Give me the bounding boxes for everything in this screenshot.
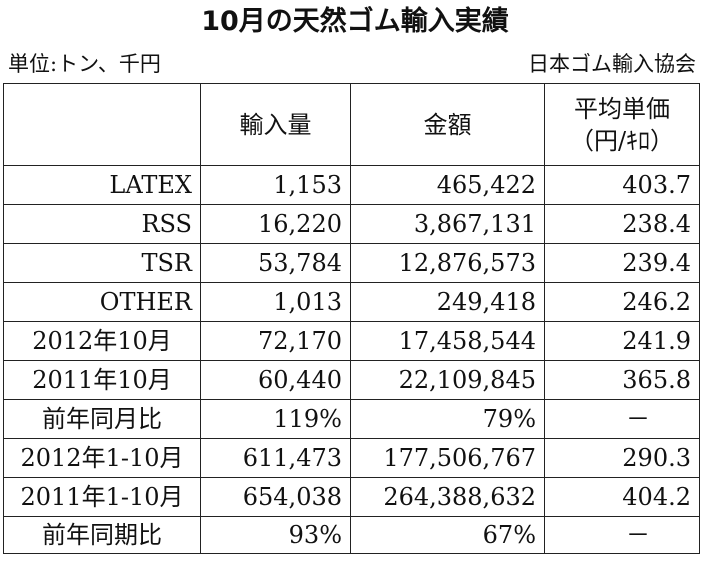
header-price-line1: 平均単価 — [574, 94, 670, 123]
amount-cell: 79% — [350, 399, 545, 439]
amount-cell: 3,867,131 — [350, 204, 545, 244]
header-amount: 金額 — [350, 83, 545, 166]
amount-cell: 177,506,767 — [350, 438, 545, 478]
price-cell: 239.4 — [544, 243, 700, 283]
row-label: 前年同月比 — [3, 399, 201, 439]
quantity-cell: 654,038 — [200, 477, 351, 517]
header-price-line2: （円/ｷﾛ） — [569, 126, 675, 155]
table-row: 2011年10月 60,440 22,109,845 365.8 — [3, 360, 700, 400]
row-label: RSS — [3, 204, 201, 244]
amount-cell: 465,422 — [350, 165, 545, 205]
amount-cell: 17,458,544 — [350, 321, 545, 361]
price-cell: 404.2 — [544, 477, 700, 517]
row-label: 前年同期比 — [3, 516, 201, 554]
amount-cell: 67% — [350, 516, 545, 554]
quantity-cell: 53,784 — [200, 243, 351, 283]
table-row: OTHER 1,013 249,418 246.2 — [3, 282, 700, 322]
quantity-cell: 119% — [200, 399, 351, 439]
table-row: 前年同月比 119% 79% － — [3, 399, 700, 439]
quantity-cell: 93% — [200, 516, 351, 554]
price-cell: 241.9 — [544, 321, 700, 361]
row-label: LATEX — [3, 165, 201, 205]
amount-cell: 264,388,632 — [350, 477, 545, 517]
table-row: 2012年1-10月 611,473 177,506,767 290.3 — [3, 438, 700, 478]
header-quantity: 輸入量 — [200, 83, 351, 166]
quantity-cell: 1,013 — [200, 282, 351, 322]
amount-cell: 22,109,845 — [350, 360, 545, 400]
price-cell: 246.2 — [544, 282, 700, 322]
price-cell: － — [544, 399, 700, 439]
quantity-cell: 16,220 — [200, 204, 351, 244]
source-note: 日本ゴム輸入協会 — [528, 52, 696, 76]
price-cell: 290.3 — [544, 438, 700, 478]
quantity-cell: 1,153 — [200, 165, 351, 205]
unit-note: 単位:トン、千円 — [8, 52, 161, 76]
price-cell: 403.7 — [544, 165, 700, 205]
quantity-cell: 72,170 — [200, 321, 351, 361]
row-label: 2012年10月 — [3, 321, 201, 361]
row-label: 2011年1-10月 — [3, 477, 201, 517]
row-label: 2012年1-10月 — [3, 438, 201, 478]
table-row: 2012年10月 72,170 17,458,544 241.9 — [3, 321, 700, 361]
row-label: 2011年10月 — [3, 360, 201, 400]
price-cell: 238.4 — [544, 204, 700, 244]
table-row: LATEX 1,153 465,422 403.7 — [3, 165, 700, 205]
quantity-cell: 60,440 — [200, 360, 351, 400]
row-label: TSR — [3, 243, 201, 283]
row-label: OTHER — [3, 282, 201, 322]
price-cell: 365.8 — [544, 360, 700, 400]
header-price: 平均単価 （円/ｷﾛ） — [544, 83, 700, 166]
table-row: 前年同期比 93% 67% － — [3, 516, 700, 554]
amount-cell: 249,418 — [350, 282, 545, 322]
table-row: TSR 53,784 12,876,573 239.4 — [3, 243, 700, 283]
page-title: 10月の天然ゴム輸入実績 — [201, 6, 509, 37]
amount-cell: 12,876,573 — [350, 243, 545, 283]
header-row: 輸入量 金額 平均単価 （円/ｷﾛ） — [3, 83, 700, 166]
table-row: 2011年1-10月 654,038 264,388,632 404.2 — [3, 477, 700, 517]
import-table: 輸入量 金額 平均単価 （円/ｷﾛ） LATEX 1,153 465,422 4… — [3, 83, 700, 554]
table-row: RSS 16,220 3,867,131 238.4 — [3, 204, 700, 244]
price-cell: － — [544, 516, 700, 554]
header-blank — [3, 83, 201, 166]
quantity-cell: 611,473 — [200, 438, 351, 478]
